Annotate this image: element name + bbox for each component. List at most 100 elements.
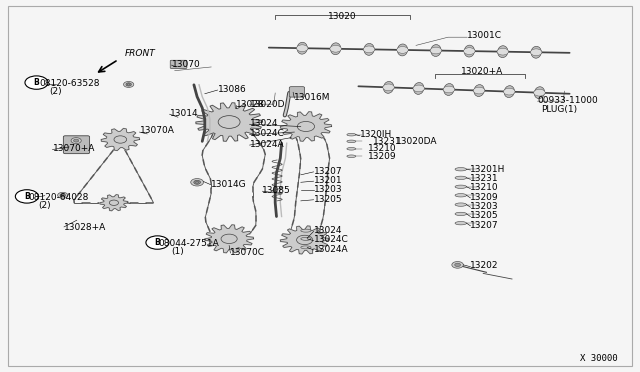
Ellipse shape bbox=[464, 45, 474, 57]
Circle shape bbox=[114, 136, 127, 143]
Ellipse shape bbox=[383, 81, 394, 93]
Circle shape bbox=[330, 45, 341, 52]
Ellipse shape bbox=[431, 45, 441, 57]
Circle shape bbox=[25, 76, 48, 89]
Text: B: B bbox=[155, 238, 160, 247]
Text: B: B bbox=[24, 192, 29, 201]
Circle shape bbox=[430, 47, 442, 54]
Ellipse shape bbox=[301, 229, 311, 232]
Text: 13085: 13085 bbox=[262, 186, 291, 195]
Circle shape bbox=[474, 87, 485, 94]
Circle shape bbox=[383, 84, 394, 91]
Text: 13070C: 13070C bbox=[230, 248, 266, 257]
Ellipse shape bbox=[534, 87, 545, 99]
Text: 13201: 13201 bbox=[314, 176, 342, 185]
Circle shape bbox=[221, 234, 237, 244]
Text: 13024C: 13024C bbox=[314, 235, 348, 244]
Text: FRONT: FRONT bbox=[125, 49, 156, 58]
Text: 13205: 13205 bbox=[470, 211, 499, 220]
Text: 13086: 13086 bbox=[218, 85, 246, 94]
Polygon shape bbox=[196, 103, 262, 141]
Circle shape bbox=[296, 235, 313, 245]
Text: (2): (2) bbox=[49, 87, 62, 96]
Text: 08120-64028: 08120-64028 bbox=[29, 193, 89, 202]
FancyBboxPatch shape bbox=[63, 136, 90, 154]
Text: 13070+A: 13070+A bbox=[52, 144, 95, 153]
Circle shape bbox=[196, 182, 198, 183]
Text: X 30000: X 30000 bbox=[580, 354, 618, 363]
Text: 13020: 13020 bbox=[328, 12, 356, 21]
Ellipse shape bbox=[504, 86, 515, 97]
FancyBboxPatch shape bbox=[289, 87, 305, 97]
Text: 13020DA: 13020DA bbox=[396, 137, 437, 146]
Text: 13024: 13024 bbox=[314, 226, 342, 235]
Polygon shape bbox=[205, 225, 253, 253]
Ellipse shape bbox=[455, 194, 467, 197]
Text: 13070A: 13070A bbox=[140, 126, 174, 135]
Circle shape bbox=[61, 195, 64, 196]
Ellipse shape bbox=[301, 237, 311, 240]
Text: 13231: 13231 bbox=[372, 137, 401, 146]
Polygon shape bbox=[280, 112, 332, 141]
Circle shape bbox=[60, 194, 65, 197]
Ellipse shape bbox=[413, 83, 424, 94]
Text: 13028: 13028 bbox=[236, 100, 264, 109]
Ellipse shape bbox=[455, 221, 467, 225]
Text: 13024A: 13024A bbox=[250, 140, 284, 149]
Text: 13016M: 13016M bbox=[294, 93, 331, 102]
Circle shape bbox=[218, 116, 240, 128]
Circle shape bbox=[146, 236, 169, 249]
Circle shape bbox=[534, 89, 545, 96]
Circle shape bbox=[364, 46, 375, 53]
Ellipse shape bbox=[347, 155, 356, 158]
Text: 13201H: 13201H bbox=[470, 165, 506, 174]
Ellipse shape bbox=[455, 176, 467, 180]
Text: B: B bbox=[34, 78, 39, 87]
Ellipse shape bbox=[444, 84, 454, 96]
Text: 13020+A: 13020+A bbox=[461, 67, 503, 76]
Text: 13024C: 13024C bbox=[250, 129, 284, 138]
Ellipse shape bbox=[455, 203, 467, 206]
Circle shape bbox=[126, 83, 131, 86]
Circle shape bbox=[413, 85, 424, 92]
Circle shape bbox=[124, 81, 134, 87]
Text: 13231: 13231 bbox=[470, 174, 499, 183]
Text: 13001C: 13001C bbox=[467, 31, 502, 40]
Circle shape bbox=[109, 200, 118, 205]
Ellipse shape bbox=[347, 140, 356, 143]
Ellipse shape bbox=[498, 46, 508, 58]
Text: (2): (2) bbox=[38, 201, 51, 210]
Text: 13205: 13205 bbox=[314, 195, 342, 203]
Text: 13024A: 13024A bbox=[314, 245, 348, 254]
Ellipse shape bbox=[301, 246, 311, 249]
Text: 13207: 13207 bbox=[470, 221, 499, 230]
Circle shape bbox=[194, 180, 200, 184]
Text: 13014: 13014 bbox=[170, 109, 198, 118]
Ellipse shape bbox=[330, 43, 340, 55]
Circle shape bbox=[71, 138, 81, 144]
Ellipse shape bbox=[455, 212, 467, 216]
Circle shape bbox=[397, 46, 408, 53]
Circle shape bbox=[296, 45, 308, 52]
Circle shape bbox=[60, 194, 65, 197]
Text: 13209: 13209 bbox=[470, 193, 499, 202]
Circle shape bbox=[531, 49, 542, 55]
Circle shape bbox=[443, 86, 454, 93]
Ellipse shape bbox=[397, 44, 408, 56]
Text: 08120-63528: 08120-63528 bbox=[40, 79, 100, 88]
Polygon shape bbox=[101, 128, 140, 151]
Text: PLUG(1): PLUG(1) bbox=[541, 105, 577, 114]
Ellipse shape bbox=[455, 167, 467, 171]
Circle shape bbox=[297, 121, 314, 131]
Circle shape bbox=[127, 84, 130, 85]
Text: 13210: 13210 bbox=[470, 183, 499, 192]
Text: (1): (1) bbox=[172, 247, 184, 256]
Circle shape bbox=[15, 190, 38, 203]
Ellipse shape bbox=[364, 44, 374, 55]
Text: 13203: 13203 bbox=[470, 202, 499, 211]
Ellipse shape bbox=[455, 185, 467, 189]
Text: 13014G: 13014G bbox=[211, 180, 247, 189]
Text: 13070: 13070 bbox=[172, 60, 200, 69]
Ellipse shape bbox=[297, 42, 307, 54]
FancyBboxPatch shape bbox=[170, 60, 187, 68]
